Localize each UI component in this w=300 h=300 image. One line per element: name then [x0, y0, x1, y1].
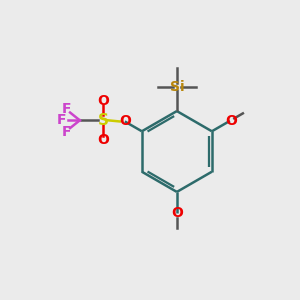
Text: S: S [98, 113, 108, 128]
Text: O: O [171, 206, 183, 220]
Text: O: O [119, 115, 131, 128]
Text: F: F [62, 102, 71, 116]
Text: O: O [97, 94, 109, 108]
Text: Si: Si [169, 80, 184, 94]
Text: O: O [97, 133, 109, 147]
Text: O: O [225, 114, 237, 128]
Text: F: F [62, 124, 71, 139]
Text: F: F [57, 113, 67, 127]
